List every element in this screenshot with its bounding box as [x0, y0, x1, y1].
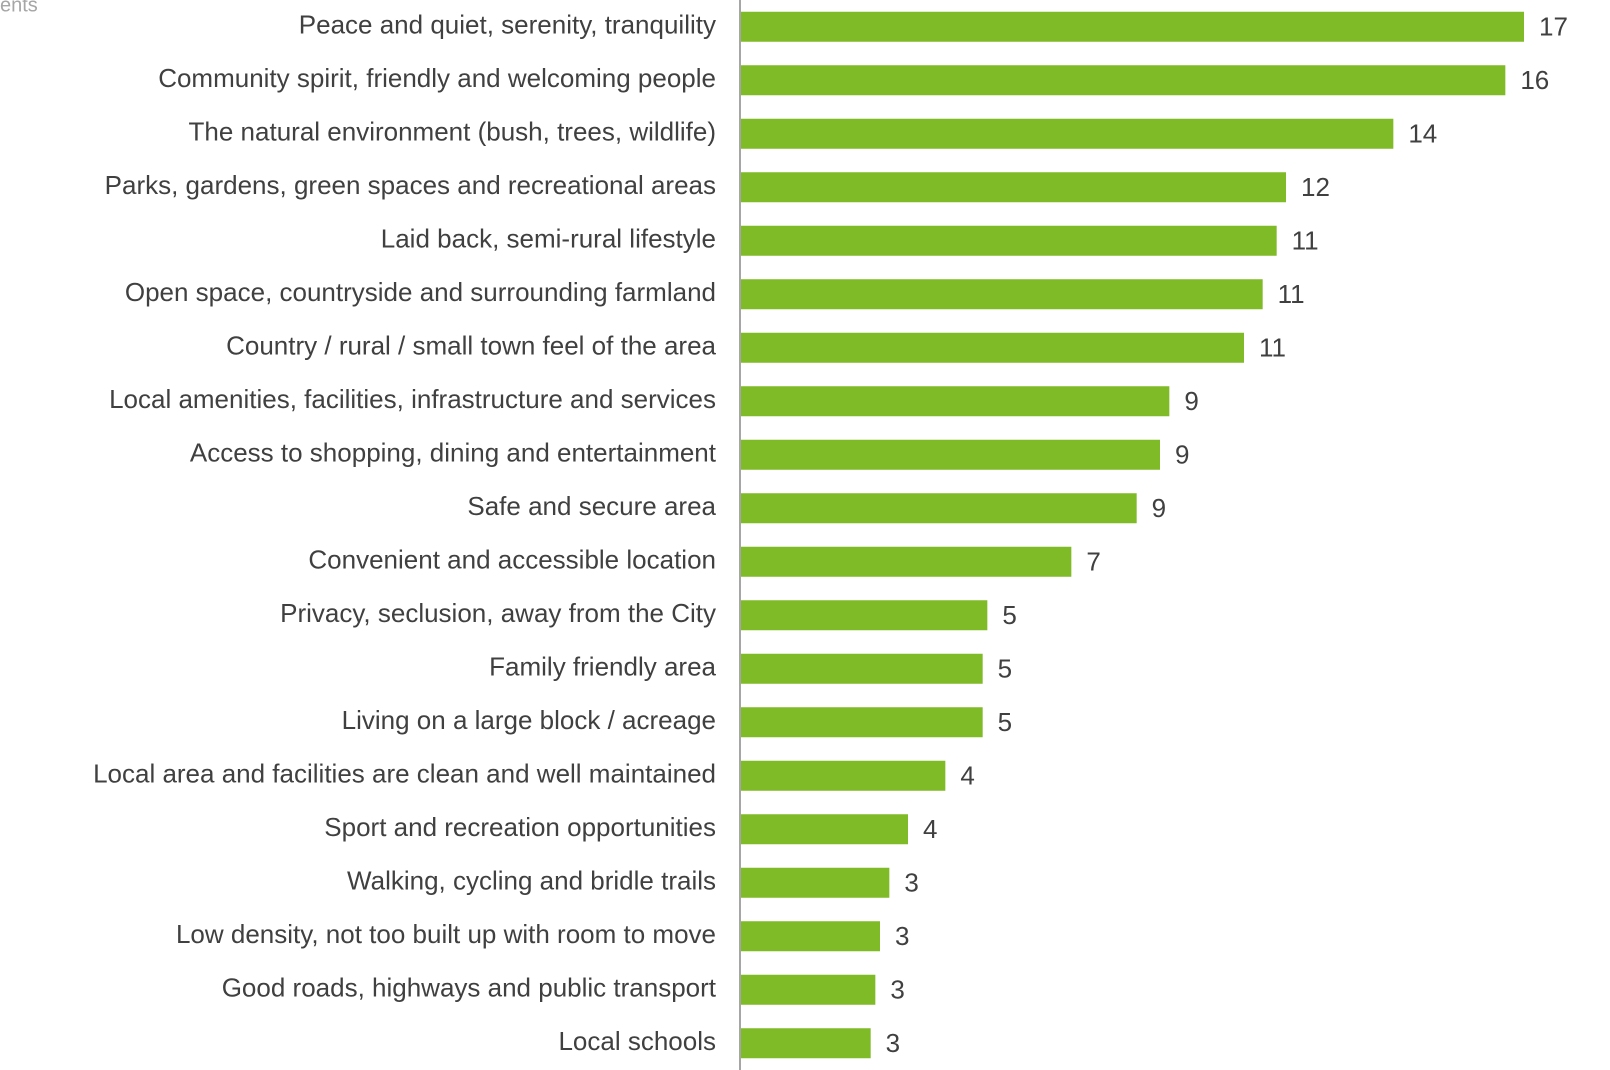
y-tick-label: Convenient and accessible location: [308, 545, 716, 575]
value-label: 16: [1520, 65, 1549, 95]
bar: [740, 225, 1277, 256]
y-tick-label: Parks, gardens, green spaces and recreat…: [105, 170, 716, 200]
value-label: 7: [1086, 547, 1100, 577]
bar: [740, 1028, 871, 1059]
y-tick-label: Access to shopping, dining and entertain…: [190, 438, 717, 468]
bar: [740, 65, 1506, 96]
y-tick-label: Local schools: [558, 1026, 716, 1056]
bar: [740, 493, 1137, 524]
value-label: 9: [1184, 386, 1198, 416]
y-tick-label: Open space, countryside and surrounding …: [125, 277, 716, 307]
bar: [740, 386, 1170, 417]
y-tick-label: Community spirit, friendly and welcoming…: [158, 63, 716, 93]
annotation: ents: [0, 0, 38, 16]
bar: [740, 332, 1244, 363]
bar: [740, 11, 1524, 42]
bar: [740, 118, 1394, 149]
value-label: 3: [895, 921, 909, 951]
y-tick-label: Laid back, semi-rural lifestyle: [381, 224, 716, 254]
bar: [740, 172, 1286, 203]
value-label: 11: [1259, 333, 1286, 363]
value-label: 3: [904, 868, 918, 898]
value-label: 4: [960, 761, 974, 791]
value-label: 4: [923, 814, 937, 844]
y-tick-label: Walking, cycling and bridle trails: [347, 866, 716, 896]
bar: [740, 600, 988, 631]
value-label: 5: [998, 707, 1012, 737]
bar: [740, 546, 1072, 577]
bar: [740, 653, 983, 684]
y-tick-label: Good roads, highways and public transpor…: [222, 973, 717, 1003]
value-label: 12: [1301, 172, 1330, 202]
y-tick-label: Sport and recreation opportunities: [324, 812, 716, 842]
y-tick-label: Family friendly area: [489, 652, 716, 682]
y-tick-label: Local area and facilities are clean and …: [93, 759, 716, 789]
y-tick-label: Peace and quiet, serenity, tranquility: [299, 10, 716, 40]
y-tick-label: Privacy, seclusion, away from the City: [280, 598, 716, 628]
y-tick-label: Living on a large block / acreage: [342, 705, 716, 735]
y-tick-label: The natural environment (bush, trees, wi…: [189, 117, 716, 147]
value-label: 17: [1539, 12, 1568, 42]
bar: [740, 439, 1160, 470]
bar: [740, 707, 983, 738]
value-label: 5: [1002, 600, 1016, 630]
bar: [740, 974, 876, 1005]
value-label: 9: [1175, 440, 1189, 470]
bar: [740, 760, 946, 791]
value-label: 3: [890, 975, 904, 1005]
value-label: 11: [1292, 226, 1319, 256]
bar: [740, 867, 890, 898]
bar: [740, 921, 880, 952]
bar: [740, 279, 1263, 310]
bar: [740, 814, 908, 845]
y-tick-label: Safe and secure area: [467, 491, 716, 521]
value-label: 9: [1152, 493, 1166, 523]
value-label: 3: [886, 1028, 900, 1058]
y-tick-label: Low density, not too built up with room …: [176, 919, 716, 949]
value-label: 11: [1278, 279, 1305, 309]
value-label: 5: [998, 654, 1012, 684]
y-tick-label: Local amenities, facilities, infrastruct…: [109, 384, 716, 414]
y-tick-label: Country / rural / small town feel of the…: [226, 331, 716, 361]
value-label: 14: [1408, 119, 1437, 149]
